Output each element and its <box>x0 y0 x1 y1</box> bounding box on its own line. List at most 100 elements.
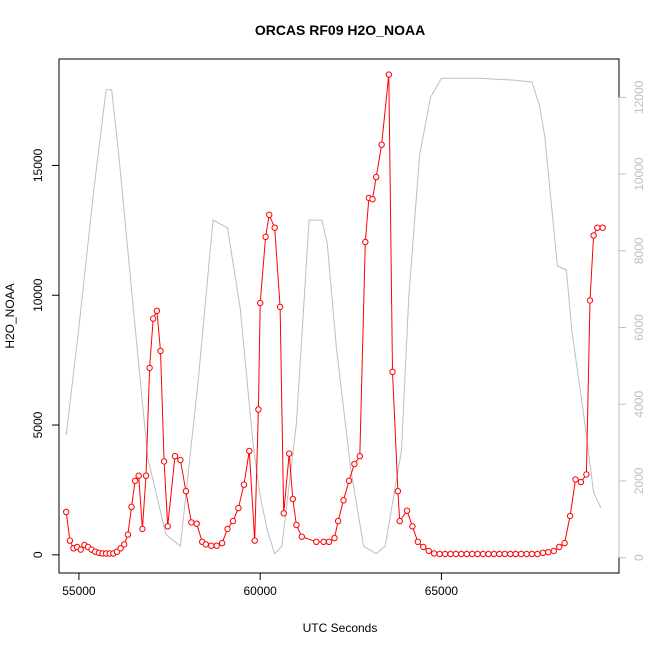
data-point-h2o-noaa <box>345 477 353 484</box>
data-point-h2o-noaa <box>420 543 427 551</box>
data-point-h2o-noaa <box>452 550 460 558</box>
data-point-h2o-noaa <box>577 478 585 486</box>
data-point-h2o-noaa <box>340 497 347 504</box>
data-point-h2o-noaa <box>77 546 84 553</box>
data-point-h2o-noaa <box>325 538 333 545</box>
data-point-h2o-noaa <box>534 550 541 558</box>
data-point-h2o-noaa <box>394 488 402 495</box>
data-point-h2o-noaa <box>266 211 273 219</box>
y2-tick-label: 0 <box>632 554 646 561</box>
data-point-h2o-noaa <box>523 550 530 558</box>
data-point-h2o-noaa <box>142 472 150 479</box>
data-point-h2o-noaa <box>66 537 74 544</box>
data-point-h2o-noaa <box>193 520 200 527</box>
data-point-h2o-noaa <box>182 488 190 495</box>
data-point-h2o-noaa <box>139 525 146 533</box>
data-point-h2o-noaa <box>240 481 248 488</box>
data-point-h2o-noaa <box>474 550 481 558</box>
plot-frame <box>58 58 620 574</box>
data-point-h2o-noaa <box>378 141 385 148</box>
data-point-h2o-noaa <box>160 458 168 465</box>
y2-tick-label: 10000 <box>632 157 646 191</box>
data-point-h2o-noaa <box>458 550 465 558</box>
data-point-h2o-noaa <box>403 507 411 514</box>
data-point-h2o-noaa <box>135 472 142 479</box>
data-point-h2o-noaa <box>389 368 396 375</box>
data-point-h2o-noaa <box>539 549 547 556</box>
x-tick-label: 65000 <box>425 584 459 598</box>
data-point-h2o-noaa <box>447 550 454 558</box>
y-axis-label: H2O_NOAA <box>3 283 17 348</box>
data-point-h2o-noaa <box>262 233 269 241</box>
x-axis-label: UTC Seconds <box>303 621 378 635</box>
data-point-h2o-noaa <box>545 549 552 556</box>
y2-tick-label: 2000 <box>632 467 646 494</box>
y-tick-label: 15000 <box>31 148 45 182</box>
y2-tick-label: 6000 <box>632 314 646 341</box>
data-point-h2o-noaa <box>436 550 443 558</box>
data-point-h2o-noaa <box>229 517 237 525</box>
data-point-h2o-noaa <box>131 477 139 484</box>
data-point-h2o-noaa <box>441 550 449 558</box>
data-point-h2o-noaa <box>251 537 258 544</box>
data-point-h2o-noaa <box>202 541 210 548</box>
data-point-h2o-noaa <box>171 453 179 460</box>
data-point-h2o-noaa <box>463 550 470 558</box>
data-point-h2o-noaa <box>293 521 300 529</box>
data-point-h2o-noaa <box>271 224 278 231</box>
x-tick-label: 60000 <box>243 584 277 598</box>
data-point-h2o-noaa <box>208 542 215 549</box>
x-axis: 55000 60000 65000 <box>62 572 459 598</box>
data-point-h2o-noaa <box>177 456 184 464</box>
data-point-h2o-noaa <box>334 517 342 525</box>
data-point-h2o-noaa <box>351 460 358 468</box>
data-point-h2o-noaa <box>583 471 590 478</box>
data-point-h2o-noaa <box>586 297 594 304</box>
data-point-h2o-noaa <box>572 476 579 483</box>
data-point-h2o-noaa <box>373 173 380 181</box>
y-tick-label: 10000 <box>31 278 45 312</box>
data-point-h2o-noaa <box>425 547 432 555</box>
series-line-h2o-noaa <box>65 74 603 555</box>
data-point-h2o-noaa <box>356 453 363 460</box>
data-point-h2o-noaa <box>566 512 574 520</box>
data-point-h2o-noaa <box>409 523 416 530</box>
data-point-h2o-noaa <box>396 517 403 525</box>
data-point-h2o-noaa <box>257 299 264 307</box>
data-point-h2o-noaa <box>117 545 124 552</box>
data-point-h2o-noaa <box>512 550 519 558</box>
data-point-h2o-noaa <box>385 71 392 78</box>
y2-tick-label: 12000 <box>632 80 646 114</box>
data-point-h2o-noaa <box>280 510 287 517</box>
y-axis: 0 5000 10000 15000 <box>31 148 60 558</box>
series-layer <box>62 71 606 558</box>
data-point-h2o-noaa <box>479 550 487 558</box>
data-point-h2o-noaa <box>528 550 536 558</box>
data-point-h2o-noaa <box>286 450 293 457</box>
y2-tick-label: 4000 <box>632 391 646 418</box>
data-point-h2o-noaa <box>369 196 376 203</box>
data-point-h2o-noaa <box>556 543 563 551</box>
data-point-h2o-noaa <box>496 550 503 558</box>
data-point-h2o-noaa <box>594 224 601 231</box>
data-point-h2o-noaa <box>490 550 498 558</box>
data-point-h2o-noaa <box>550 547 557 555</box>
data-point-h2o-noaa <box>331 534 338 542</box>
data-point-h2o-noaa <box>213 542 220 549</box>
data-point-h2o-noaa <box>246 447 253 455</box>
data-point-h2o-noaa <box>298 533 305 540</box>
data-point-h2o-noaa <box>485 550 492 558</box>
data-point-h2o-noaa <box>153 307 161 314</box>
data-point-h2o-noaa <box>150 315 157 322</box>
data-point-h2o-noaa <box>128 503 135 510</box>
data-point-h2o-noaa <box>121 541 128 548</box>
data-point-h2o-noaa <box>62 508 70 516</box>
data-point-h2o-noaa <box>188 519 195 526</box>
y2-axis: 0 2000 4000 6000 8000 10000 12000 <box>618 80 646 561</box>
data-point-h2o-noaa <box>164 523 171 530</box>
data-point-h2o-noaa <box>469 550 476 558</box>
y-tick-label: 5000 <box>31 411 45 438</box>
data-point-h2o-noaa <box>235 504 242 512</box>
y-tick-label: 0 <box>31 551 45 558</box>
